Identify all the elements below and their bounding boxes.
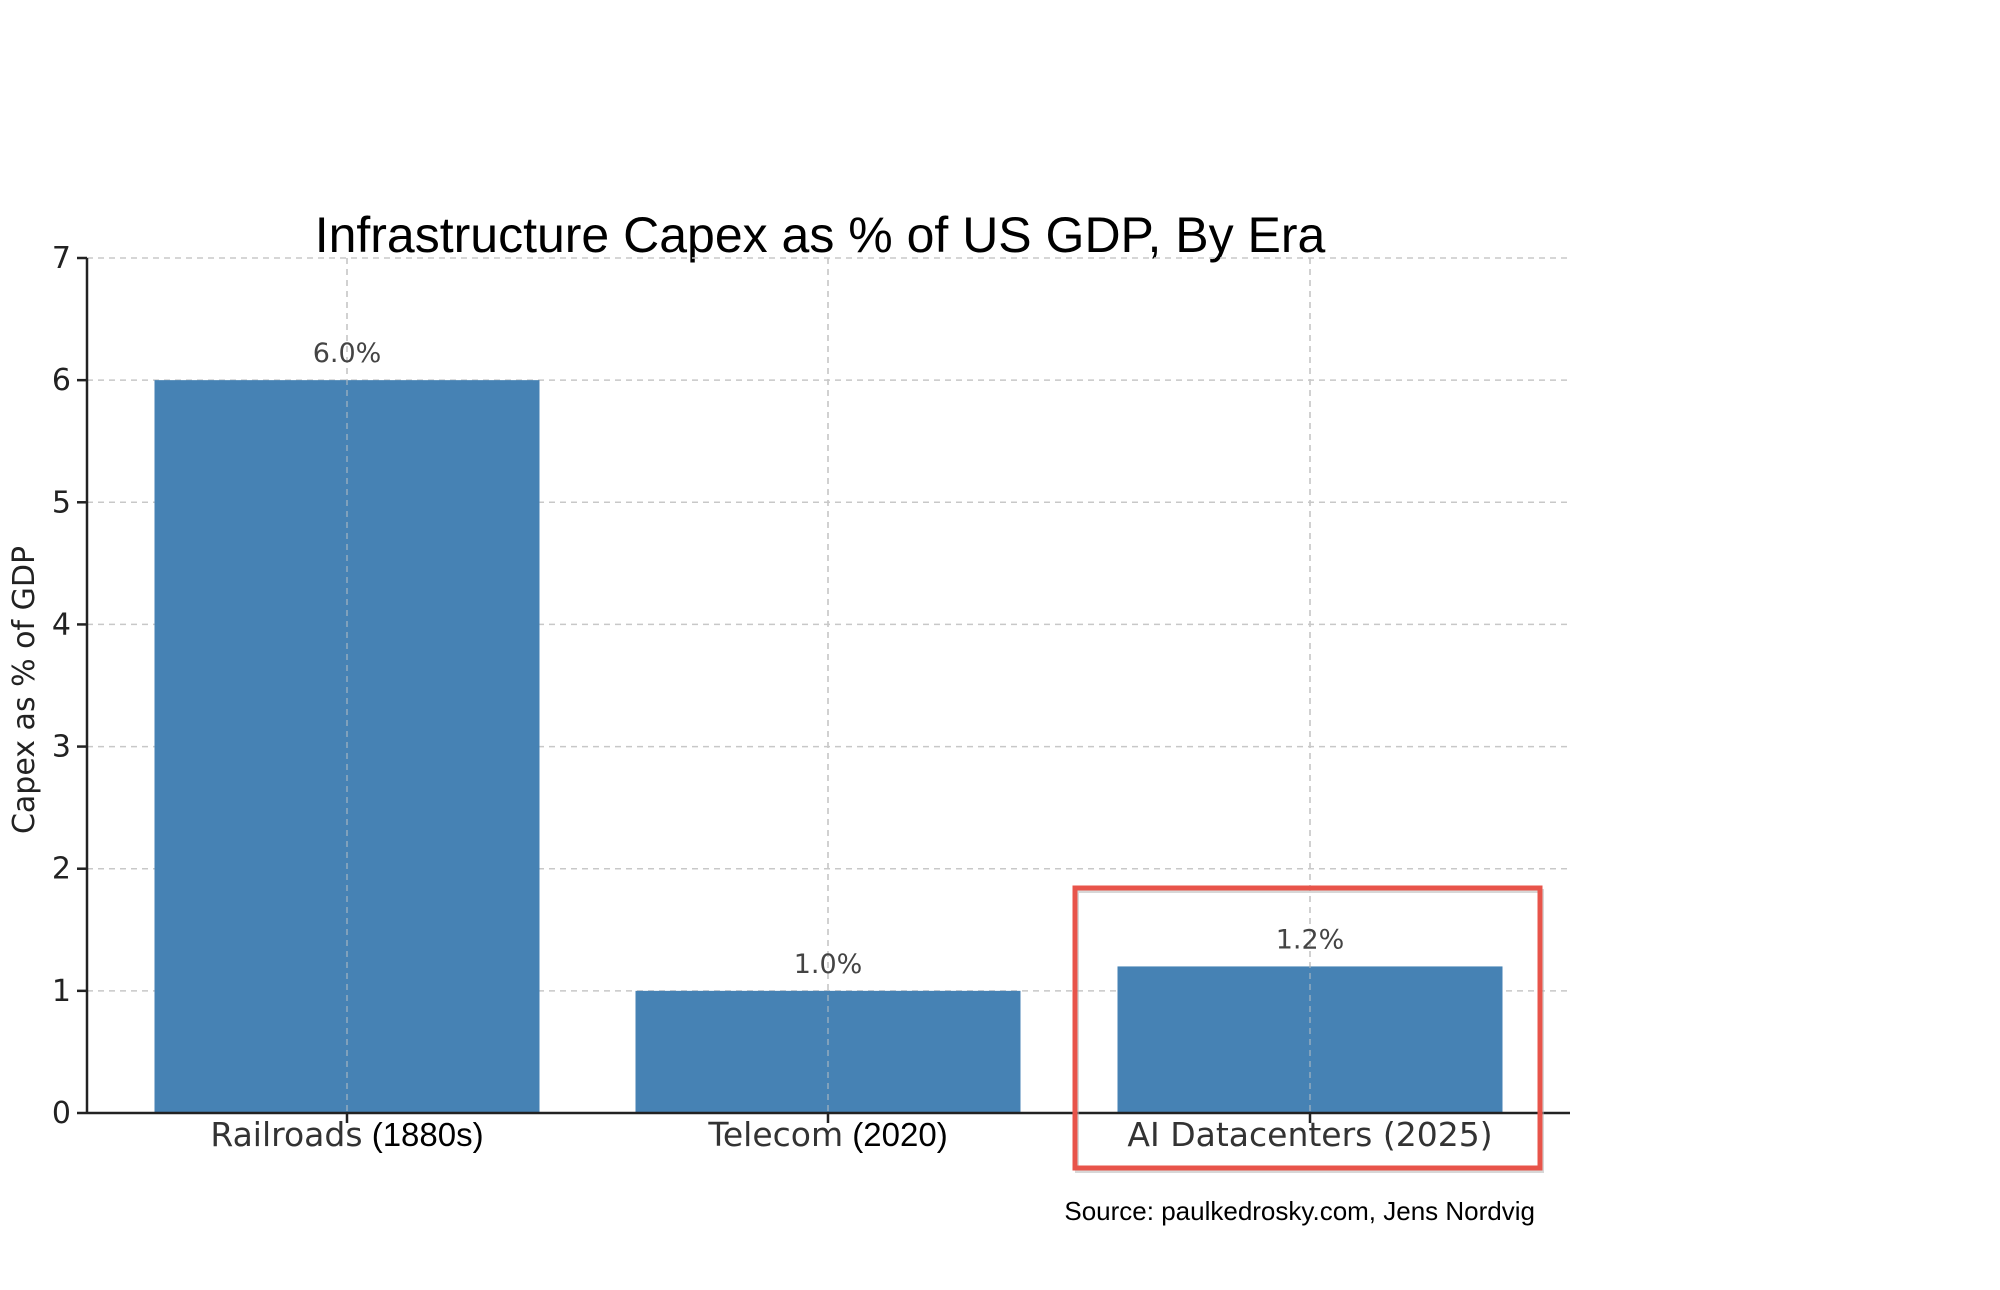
y-tick-label: 2 xyxy=(52,852,71,887)
y-axis-label: Capex as % of GDP xyxy=(7,546,42,834)
category-year: (2020) xyxy=(843,1116,948,1153)
category-name: Railroads xyxy=(210,1115,362,1154)
y-tick-label: 3 xyxy=(52,730,71,765)
axes xyxy=(77,256,1570,1123)
bars xyxy=(154,258,1503,1114)
bar-value-label: 1.0% xyxy=(794,949,863,980)
chart-title: Infrastructure Capex as % of US GDP, By … xyxy=(315,207,1326,263)
bar-value-label: 6.0% xyxy=(313,338,382,369)
y-tick-label: 0 xyxy=(52,1096,71,1131)
bar-value-label: 1.2% xyxy=(1276,924,1345,955)
y-tick-label: 1 xyxy=(52,974,71,1009)
category-name: Telecom xyxy=(707,1115,843,1154)
category-name: AI Datacenters (2025) xyxy=(1127,1115,1492,1154)
y-tick-label: 5 xyxy=(52,485,71,520)
highlight-box xyxy=(1072,885,1543,1171)
x-tick-label: Railroads (1880s) xyxy=(210,1115,483,1154)
y-tick-label: 6 xyxy=(52,363,71,398)
category-year: (1880s) xyxy=(363,1116,484,1153)
y-tick-label: 4 xyxy=(52,607,71,642)
y-tick-label: 7 xyxy=(52,241,71,276)
labels: 0 1 2 3 4 5 6 7 6.0% 1.0% 1.2% Railroads (1880s) Tel… xyxy=(52,241,1544,1173)
source-note: Source: paulkedrosky.com, Jens Nordvig xyxy=(1064,1196,1535,1226)
x-tick-label: AI Datacenters (2025) xyxy=(1127,1115,1492,1154)
x-tick-label: Telecom (2020) xyxy=(707,1115,947,1154)
